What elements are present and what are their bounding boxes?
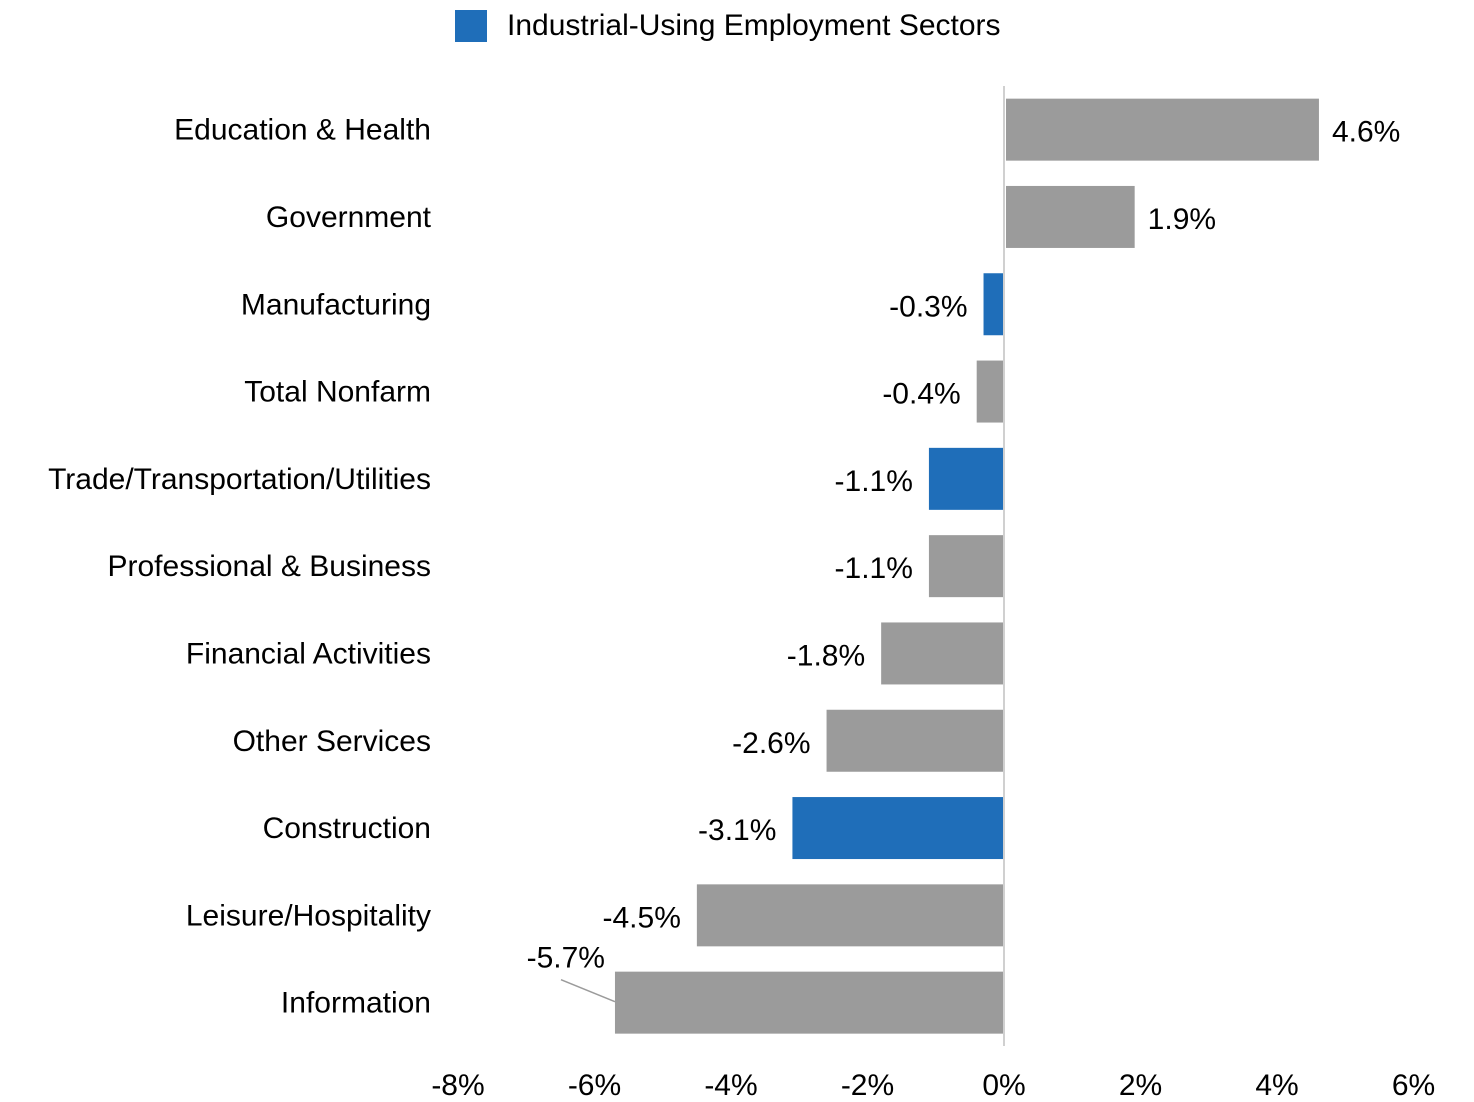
category-label: Total Nonfarm (244, 376, 431, 409)
bar (614, 971, 1003, 1034)
bar (881, 622, 1003, 685)
data-label: -0.4% (882, 378, 960, 411)
category-label: Information (281, 987, 431, 1020)
category-label: Professional & Business (108, 550, 432, 583)
data-label: -3.1% (698, 814, 776, 847)
leader-line (560, 978, 616, 1003)
data-label: 4.6% (1332, 116, 1400, 149)
bar (1006, 98, 1319, 161)
x-tick-label: 2% (1119, 1069, 1162, 1102)
category-label: Manufacturing (241, 288, 431, 321)
data-label: -1.1% (835, 465, 913, 498)
legend-label: Industrial-Using Employment Sectors (507, 9, 1001, 42)
x-tick-label: -4% (704, 1069, 757, 1102)
bar (928, 447, 1003, 510)
plot-area: Education & Health 4.6% Government 1.9% Manu… (48, 86, 1435, 1102)
data-label: -2.6% (732, 727, 810, 760)
x-tick-label: 4% (1255, 1069, 1298, 1102)
category-label: Government (266, 201, 432, 234)
x-tick-label: -6% (568, 1069, 621, 1102)
data-label: -1.1% (835, 552, 913, 585)
bar (826, 709, 1003, 772)
data-label: -5.7% (527, 942, 605, 975)
legend-swatch (455, 10, 487, 42)
bar (792, 797, 1003, 860)
bar (928, 535, 1003, 598)
bar (976, 360, 1003, 423)
bar (1006, 185, 1135, 248)
x-tick-label: 0% (982, 1069, 1025, 1102)
bar (696, 884, 1003, 947)
category-label: Leisure/Hospitality (186, 899, 431, 932)
category-label: Education & Health (174, 114, 431, 147)
x-tick-label: -2% (841, 1069, 894, 1102)
data-label: -4.5% (603, 901, 681, 934)
data-label: 1.9% (1148, 203, 1216, 236)
data-label: -1.8% (787, 639, 865, 672)
legend: Industrial-Using Employment Sectors (455, 9, 1001, 42)
x-tick-label: -8% (431, 1069, 484, 1102)
category-label: Construction (263, 812, 431, 845)
bar (983, 273, 1003, 336)
x-tick-label: 6% (1392, 1069, 1435, 1102)
data-label: -0.3% (889, 290, 967, 323)
category-label: Other Services (233, 725, 431, 758)
category-label: Financial Activities (186, 637, 431, 670)
category-label: Trade/Transportation/Utilities (48, 463, 431, 496)
